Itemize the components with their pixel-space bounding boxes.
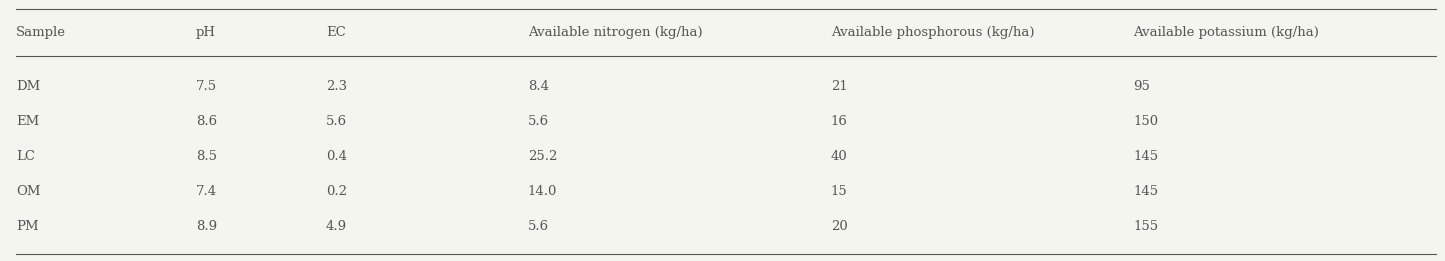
Text: 8.9: 8.9 [197, 220, 217, 233]
Text: Sample: Sample [16, 26, 66, 39]
Text: PM: PM [16, 220, 39, 233]
Text: 5.6: 5.6 [527, 115, 549, 128]
Text: 15: 15 [831, 185, 847, 198]
Text: OM: OM [16, 185, 40, 198]
Text: 5.6: 5.6 [327, 115, 347, 128]
Text: 21: 21 [831, 80, 847, 93]
Text: 150: 150 [1133, 115, 1159, 128]
Text: LC: LC [16, 150, 35, 163]
Text: 16: 16 [831, 115, 848, 128]
Text: Available nitrogen (kg/ha): Available nitrogen (kg/ha) [527, 26, 702, 39]
Text: 8.5: 8.5 [197, 150, 217, 163]
Text: 0.2: 0.2 [327, 185, 347, 198]
Text: 25.2: 25.2 [527, 150, 558, 163]
Text: 8.6: 8.6 [197, 115, 217, 128]
Text: 5.6: 5.6 [527, 220, 549, 233]
Text: 20: 20 [831, 220, 847, 233]
Text: 4.9: 4.9 [327, 220, 347, 233]
Text: Available potassium (kg/ha): Available potassium (kg/ha) [1133, 26, 1319, 39]
Text: 155: 155 [1133, 220, 1159, 233]
Text: 40: 40 [831, 150, 847, 163]
Text: DM: DM [16, 80, 40, 93]
Text: 2.3: 2.3 [327, 80, 347, 93]
Text: 7.5: 7.5 [197, 80, 217, 93]
Text: 95: 95 [1133, 80, 1150, 93]
Text: 145: 145 [1133, 150, 1159, 163]
Text: 0.4: 0.4 [327, 150, 347, 163]
Text: Available phosphorous (kg/ha): Available phosphorous (kg/ha) [831, 26, 1035, 39]
Text: 145: 145 [1133, 185, 1159, 198]
Text: pH: pH [197, 26, 217, 39]
Text: 14.0: 14.0 [527, 185, 558, 198]
Text: EC: EC [327, 26, 345, 39]
Text: EM: EM [16, 115, 39, 128]
Text: 8.4: 8.4 [527, 80, 549, 93]
Text: 7.4: 7.4 [197, 185, 217, 198]
